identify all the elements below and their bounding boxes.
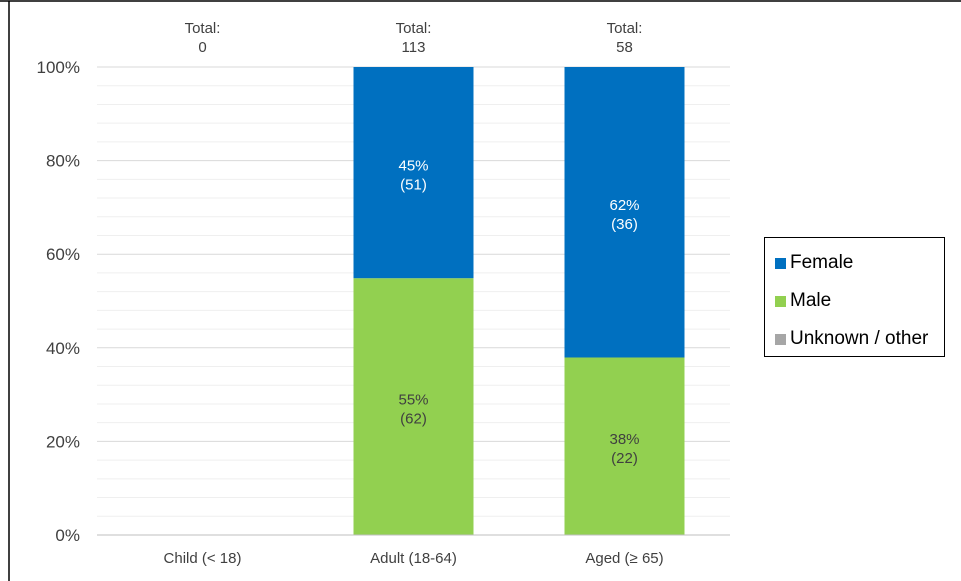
total-prefix-label: Total: (396, 20, 432, 37)
data-label-percent: 38% (609, 431, 639, 448)
y-tick-label: 100% (37, 58, 80, 77)
x-axis-category-labels: Child (< 18) Adult (18-64) Aged (≥ 65) (164, 550, 664, 567)
y-axis-tick-labels: 0% 20% 40% 60% 80% 100% (37, 58, 80, 545)
y-tick-label: 80% (46, 152, 80, 171)
y-tick-label: 0% (55, 526, 80, 545)
legend-label-male: Male (790, 290, 831, 312)
total-prefix-label: Total: (607, 20, 643, 37)
data-label-count: (51) (400, 177, 427, 194)
total-prefix-label: Total: (185, 20, 221, 37)
female-swatch (775, 258, 786, 269)
y-tick-label: 40% (46, 339, 80, 358)
legend-label-female: Female (790, 252, 853, 274)
data-label-percent: 62% (609, 197, 639, 214)
data-label-count: (22) (611, 450, 638, 467)
total-labels: Total: 0 Total: 113 Total: 58 (185, 20, 643, 56)
legend: Female Male Unknown / other (764, 237, 945, 357)
total-value-label: 58 (616, 39, 633, 56)
male-swatch (775, 296, 786, 307)
total-value-label: 113 (402, 39, 426, 56)
data-label-count: (62) (400, 411, 427, 428)
legend-item-unknown: Unknown / other (775, 320, 944, 358)
x-category-label: Aged (≥ 65) (585, 550, 663, 567)
data-label-percent: 55% (398, 392, 428, 409)
y-tick-label: 20% (46, 432, 80, 451)
data-label-count: (36) (611, 216, 638, 233)
x-category-label: Child (< 18) (164, 550, 242, 567)
unknown-swatch (775, 334, 786, 345)
legend-item-female: Female (775, 244, 944, 282)
x-category-label: Adult (18-64) (370, 550, 457, 567)
data-label-percent: 45% (398, 158, 428, 175)
legend-label-unknown: Unknown / other (790, 328, 928, 350)
total-value-label: 0 (198, 39, 206, 56)
legend-item-male: Male (775, 282, 944, 320)
y-tick-label: 60% (46, 245, 80, 264)
